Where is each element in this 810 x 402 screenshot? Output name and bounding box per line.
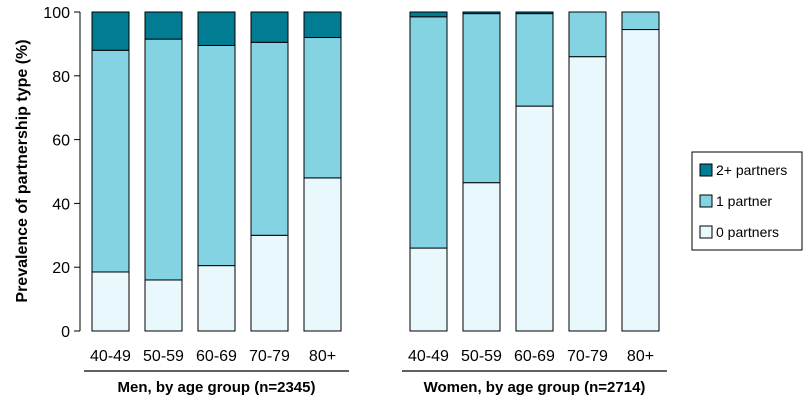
bar-segment — [303, 37, 342, 179]
group-label: Women, by age group (n=2714) — [424, 379, 646, 396]
bar-segment — [303, 11, 342, 39]
legend: 2+ partners 1 partner 0 partners — [691, 151, 803, 251]
x-category-label: 80+ — [309, 348, 336, 365]
legend-label: 1 partner — [716, 193, 772, 209]
bar-segment — [515, 13, 554, 107]
bar-segment — [144, 279, 183, 332]
bar-segment — [515, 11, 554, 15]
bar-segment — [250, 41, 289, 236]
legend-swatch — [699, 163, 713, 177]
group-label: Men, by age group (n=2345) — [118, 379, 316, 396]
bar-segment — [197, 265, 236, 332]
bar-segment — [621, 11, 660, 31]
bar-segment — [91, 49, 130, 273]
x-category-label: 70-79 — [567, 348, 608, 365]
labels: 0 20 40 60 80 100 40-49 50-59 60-69 70-79 80+ Men, … — [43, 5, 654, 396]
bar-segment — [250, 234, 289, 332]
bar-segment — [409, 11, 448, 18]
legend-swatch — [699, 194, 713, 208]
x-category-label: 40-49 — [408, 348, 449, 365]
x-category-label: 70-79 — [249, 348, 290, 365]
legend-swatch — [699, 225, 713, 239]
bar-segment — [197, 11, 236, 46]
x-category-label: 50-59 — [461, 348, 502, 365]
legend-label: 2+ partners — [716, 162, 787, 178]
bar-segment — [409, 247, 448, 332]
bar-segment — [91, 271, 130, 332]
y-tick-label: 40 — [52, 196, 70, 213]
bar-segment — [91, 11, 130, 51]
bars — [91, 11, 660, 332]
bar-segment — [409, 16, 448, 249]
bar-segment — [462, 11, 501, 15]
y-tick-label: 100 — [43, 5, 70, 22]
bar-segment — [462, 13, 501, 184]
x-category-label: 80+ — [627, 348, 654, 365]
x-category-label: 60-69 — [196, 348, 237, 365]
y-axis-title: Prevalence of partnership type (%) — [14, 39, 31, 302]
y-tick-label: 60 — [52, 133, 70, 150]
y-tick-label: 20 — [52, 260, 70, 277]
bar-segment — [462, 182, 501, 332]
y-tick-label: 80 — [52, 69, 70, 86]
bar-segment — [568, 56, 607, 332]
x-category-label: 60-69 — [514, 348, 555, 365]
bar-segment — [197, 44, 236, 267]
y-tick-label: 0 — [61, 324, 70, 341]
x-category-label: 50-59 — [143, 348, 184, 365]
legend-label: 0 partners — [716, 224, 779, 240]
bar-segment — [250, 11, 289, 43]
bar-segment — [303, 177, 342, 332]
bar-segment — [144, 11, 183, 40]
bar-segment — [568, 11, 607, 58]
bar-segment — [515, 105, 554, 332]
x-category-label: 40-49 — [90, 348, 131, 365]
axes — [74, 11, 667, 372]
bar-segment — [144, 38, 183, 281]
bar-segment — [621, 29, 660, 332]
